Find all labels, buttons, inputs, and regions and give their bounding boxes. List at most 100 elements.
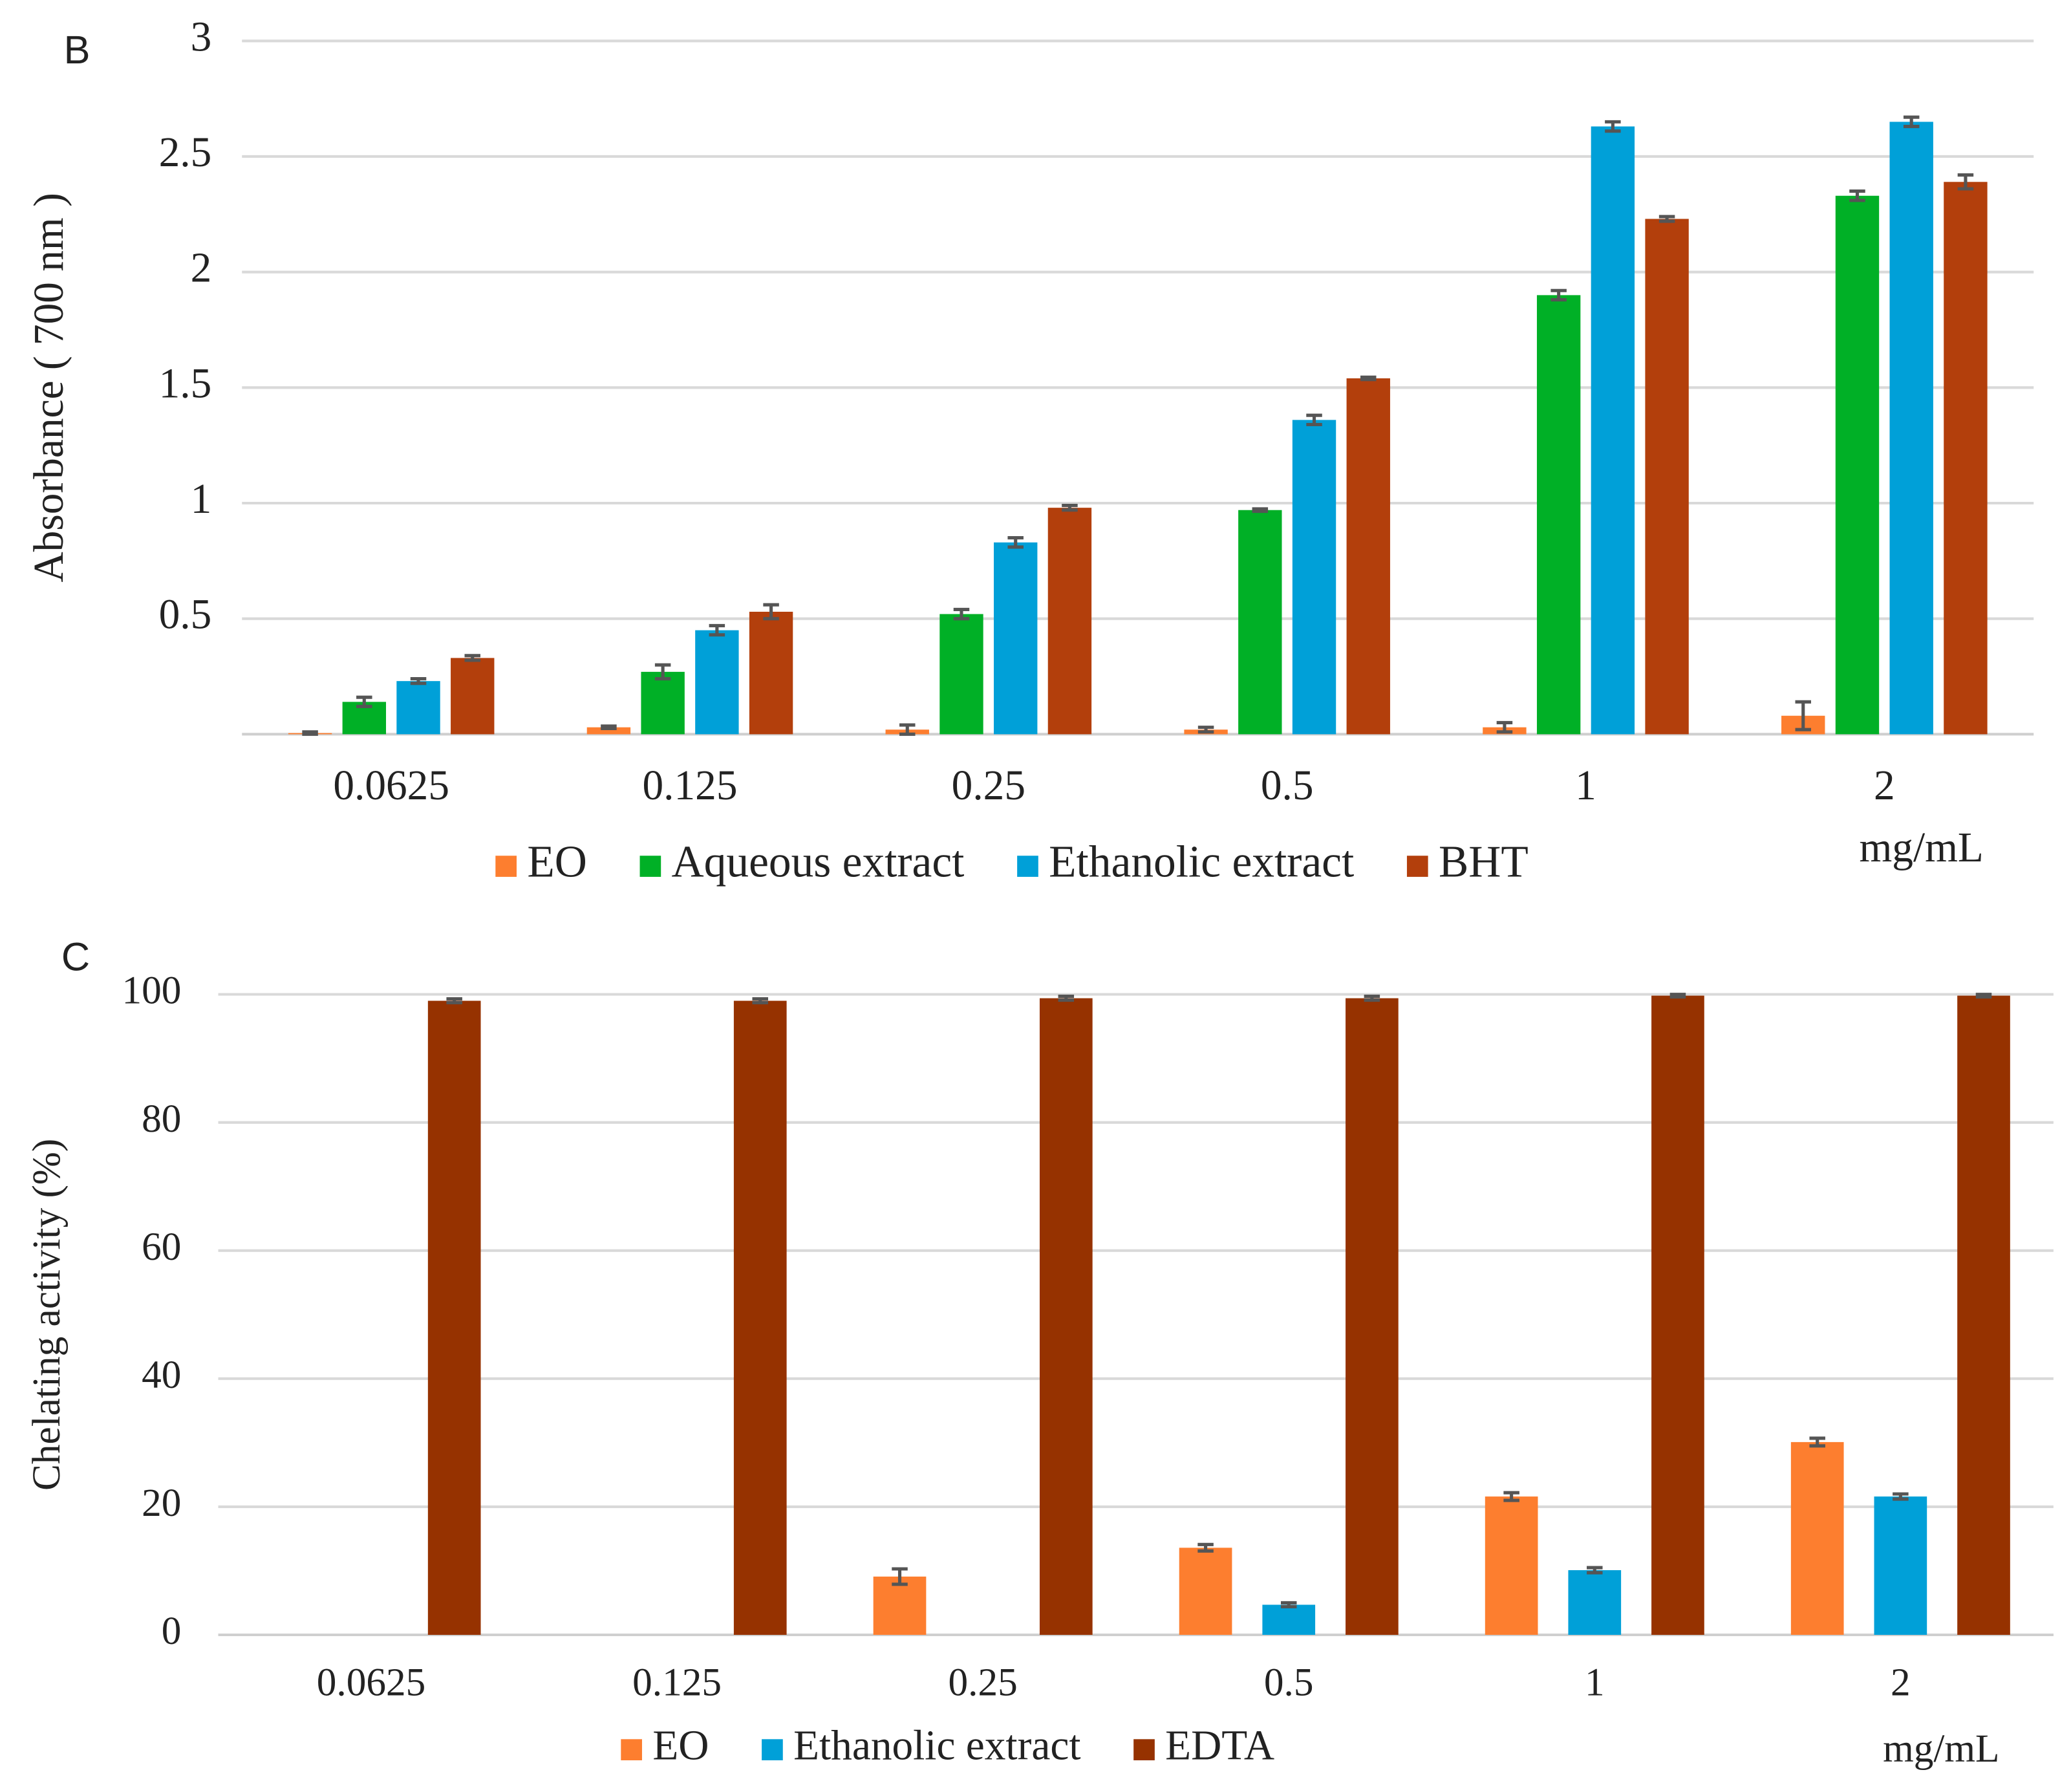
bar — [1790, 1441, 1844, 1635]
y-tick-label: 100 — [122, 969, 181, 1013]
x-tick-label: 0.5 — [1264, 1661, 1314, 1705]
error-bar — [1197, 1542, 1214, 1553]
bar — [1346, 378, 1390, 735]
bar — [1485, 1496, 1538, 1635]
error-bar — [763, 603, 779, 621]
x-tick-label: 0.25 — [949, 1661, 1018, 1705]
bar — [1292, 420, 1336, 735]
bar — [749, 611, 793, 735]
bar — [1047, 508, 1092, 735]
legend-label: EO — [652, 1723, 709, 1769]
bar — [1835, 195, 1880, 735]
bar — [1238, 510, 1282, 735]
bar — [1645, 219, 1689, 735]
error-bar — [1007, 536, 1024, 549]
y-tick-label: 3 — [191, 14, 212, 60]
error-bar — [1058, 995, 1075, 1002]
error-bar — [1957, 173, 1974, 191]
bar — [1536, 295, 1581, 735]
x-axis-unit: mg/mL — [1883, 1727, 1999, 1771]
bar — [733, 1000, 787, 1635]
bar — [396, 681, 440, 735]
bar — [1889, 122, 1933, 735]
y-tick-label: 2 — [191, 245, 212, 292]
legend-swatch — [495, 856, 517, 877]
y-tick-label: 0 — [162, 1609, 182, 1653]
panel-label: C — [61, 935, 90, 979]
legend-label: BHT — [1439, 837, 1529, 887]
bar — [641, 671, 685, 735]
panel-label: B — [64, 28, 91, 72]
bar — [1874, 1496, 1927, 1635]
y-axis-title: Chelating activity (%) — [25, 1139, 69, 1491]
bar — [1944, 182, 1988, 735]
legend-label: EDTA — [1165, 1723, 1274, 1769]
bar — [1651, 995, 1704, 1635]
legend-label: EO — [527, 837, 587, 887]
x-axis-unit: mg/mL — [1860, 825, 1984, 871]
error-bar — [1849, 189, 1865, 202]
error-bar — [1903, 115, 1920, 129]
y-tick-label: 1.5 — [159, 360, 212, 407]
x-tick-label: 0.0625 — [333, 762, 449, 809]
legend-swatch — [1406, 856, 1428, 877]
x-tick-label: 2 — [1891, 1661, 1911, 1705]
error-bar — [899, 723, 916, 736]
y-tick-label: 80 — [142, 1097, 181, 1141]
bar — [1568, 1570, 1622, 1635]
error-bar — [1551, 288, 1567, 302]
y-axis-title: Absorbance ( 700 nm ) — [26, 193, 72, 582]
bar — [695, 630, 739, 735]
error-bar — [1252, 507, 1269, 513]
legend-swatch — [1133, 1739, 1155, 1760]
error-bar — [464, 654, 481, 662]
error-bar — [752, 997, 768, 1005]
error-bar — [1496, 720, 1513, 734]
bar — [1179, 1548, 1232, 1635]
error-bar — [446, 997, 462, 1005]
bar — [1039, 998, 1093, 1635]
error-bar — [1975, 993, 1992, 999]
error-bar — [1669, 993, 1686, 999]
error-bar — [1658, 215, 1675, 223]
error-bar — [953, 607, 970, 621]
legend-swatch — [621, 1739, 642, 1760]
legend-swatch — [762, 1739, 783, 1760]
x-tick-label: 1 — [1575, 762, 1596, 809]
error-bar — [1809, 1436, 1825, 1448]
error-bar — [601, 724, 617, 730]
x-tick-label: 0.0625 — [317, 1661, 425, 1705]
bar — [1957, 995, 2010, 1635]
bar — [427, 1000, 481, 1635]
y-tick-label: 40 — [142, 1353, 181, 1397]
legend-label: Ethanolic extract — [1049, 837, 1354, 887]
x-tick-label: 0.25 — [952, 762, 1025, 809]
error-bar — [709, 623, 725, 637]
error-bar — [1503, 1491, 1519, 1502]
error-bar — [1062, 504, 1078, 512]
legend-swatch — [1017, 856, 1038, 877]
x-tick-label: 0.125 — [643, 762, 738, 809]
error-bar — [356, 695, 372, 709]
bar — [994, 542, 1038, 735]
y-tick-label: 2.5 — [159, 129, 212, 176]
error-bar — [1360, 375, 1377, 382]
bar — [873, 1576, 927, 1635]
error-bar — [1587, 1566, 1603, 1575]
x-tick-label: 2 — [1874, 762, 1895, 809]
error-bar — [892, 1567, 908, 1586]
legend-label: Ethanolic extract — [793, 1723, 1080, 1769]
error-bar — [1893, 1492, 1909, 1501]
error-bar — [1795, 700, 1812, 731]
error-bar — [1605, 120, 1621, 133]
bar — [939, 614, 983, 735]
error-bar — [1280, 1601, 1297, 1608]
x-tick-label: 0.5 — [1261, 762, 1314, 809]
bar — [586, 727, 631, 735]
bar — [1591, 126, 1635, 735]
error-bar — [302, 730, 318, 736]
bar — [1346, 998, 1399, 1635]
x-tick-label: 1 — [1585, 1661, 1605, 1705]
x-tick-label: 0.125 — [632, 1661, 722, 1705]
legend-swatch — [639, 856, 661, 877]
